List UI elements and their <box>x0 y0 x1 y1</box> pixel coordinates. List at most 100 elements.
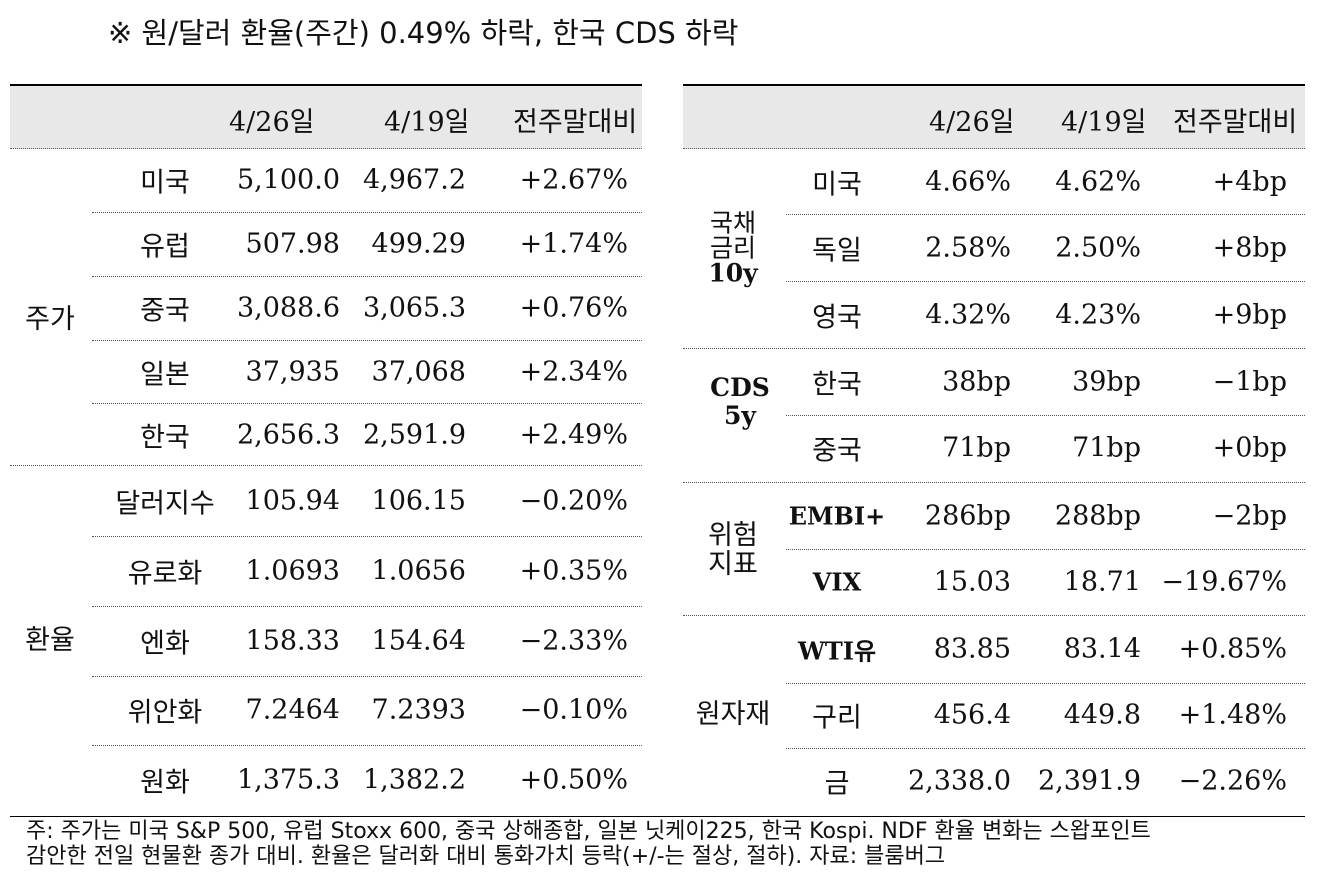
row-change: −2.26% <box>1178 765 1287 797</box>
table-top-rule <box>10 84 642 86</box>
row-value-2: 1,382.2 <box>362 764 466 796</box>
row-value-2: 3,065.3 <box>362 292 466 324</box>
table-row: 영국 4.32% 4.23% +9bp <box>683 300 1305 334</box>
group-label-risk: 위험 지표 <box>708 520 758 580</box>
table-row: 일본 37,935 37,068 +2.34% <box>10 357 642 391</box>
row-name: VIX <box>812 567 862 597</box>
row-change: +2.34% <box>519 356 628 388</box>
row-divider <box>92 606 642 607</box>
footnote: 주: 주가는 미국 S&P 500, 유럽 Stoxx 600, 중국 상해종합… <box>26 819 1316 869</box>
row-change: −0.20% <box>519 485 628 517</box>
row-value-1: 4.32% <box>925 299 1011 331</box>
table-row: 금 2,338.0 2,391.9 −2.26% <box>683 766 1305 800</box>
row-value-1: 158.33 <box>245 625 340 657</box>
group-divider <box>683 615 1305 616</box>
row-name: WTI유 <box>797 636 877 666</box>
table-row: 독일 2.58% 2.50% +8bp <box>683 233 1305 267</box>
row-change: −1bp <box>1212 366 1287 398</box>
row-value-2: 7.2393 <box>371 694 466 726</box>
row-value-2: 37,068 <box>371 356 466 388</box>
table-row: EMBI+ 286bp 288bp −2bp <box>683 501 1305 532</box>
table-row: 달러지수 105.94 106.15 −0.20% <box>10 486 642 520</box>
row-name: 미국 <box>140 167 190 199</box>
footnote-line-1: 주: 주가는 미국 S&P 500, 유럽 Stoxx 600, 중국 상해종합… <box>26 819 1151 844</box>
header-change: 전주말대비 <box>1173 107 1298 138</box>
row-value-1: 3,088.6 <box>236 292 340 324</box>
row-divider <box>786 549 1305 550</box>
row-value-2: 288bp <box>1054 500 1141 532</box>
row-name: 유럽 <box>140 231 190 263</box>
header-date2: 4/19일 <box>1061 107 1147 138</box>
row-value-2: 2.50% <box>1055 232 1141 264</box>
group-label-commodities: 원자재 <box>695 699 771 730</box>
row-change: −2bp <box>1212 500 1287 532</box>
header-change: 전주말대비 <box>513 107 638 138</box>
group-divider <box>683 482 1305 483</box>
row-name: 중국 <box>812 435 862 467</box>
table-row: WTI유 83.85 83.14 +0.85% <box>683 634 1305 666</box>
table-row: 한국 2,656.3 2,591.9 +2.49% <box>10 420 642 454</box>
row-value-2: 4.23% <box>1055 299 1141 331</box>
row-value-2: 106.15 <box>371 485 466 517</box>
row-name: 미국 <box>812 169 862 201</box>
row-value-2: 4.62% <box>1055 166 1141 198</box>
row-change: +1.74% <box>519 228 628 260</box>
row-value-1: 15.03 <box>933 566 1011 598</box>
row-change: +0bp <box>1212 432 1287 464</box>
row-value-2: 2,391.9 <box>1037 765 1141 797</box>
row-value-1: 1.0693 <box>245 555 340 587</box>
row-value-2: 2,591.9 <box>362 419 466 451</box>
row-value-2: 18.71 <box>1063 566 1141 598</box>
row-name: EMBI+ <box>788 501 886 531</box>
row-name: 금 <box>824 768 850 800</box>
table-row: 한국 38bp 39bp −1bp <box>683 367 1305 401</box>
row-divider <box>786 281 1305 282</box>
group-label-fx: 환율 <box>25 625 75 656</box>
row-value-1: 2,656.3 <box>236 419 340 451</box>
row-divider <box>786 683 1305 684</box>
table-row: 유럽 507.98 499.29 +1.74% <box>10 229 642 263</box>
group-label-cds: CDS 5y <box>710 373 770 430</box>
row-change: +9bp <box>1212 299 1287 331</box>
row-name: 한국 <box>140 422 190 454</box>
row-change: +0.76% <box>519 292 628 324</box>
header-date1: 4/26일 <box>929 107 1015 138</box>
table-row: 유로화 1.0693 1.0656 +0.35% <box>10 556 642 590</box>
row-name: 한국 <box>812 369 862 401</box>
table-row: 중국 71bp 71bp +0bp <box>683 433 1305 467</box>
left-table: 4/26일 4/19일 전주말대비 주가 환율 미국 5,100.0 4,967… <box>10 84 642 816</box>
row-name: 일본 <box>140 359 190 391</box>
row-value-2: 499.29 <box>371 228 466 260</box>
row-change: +2.67% <box>519 164 628 196</box>
row-value-2: 71bp <box>1072 432 1141 464</box>
group-divider <box>683 348 1305 349</box>
row-value-1: 5,100.0 <box>236 164 340 196</box>
header-date1: 4/26일 <box>229 107 315 138</box>
row-change: −0.10% <box>519 694 628 726</box>
row-value-1: 83.85 <box>933 633 1011 665</box>
row-value-2: 154.64 <box>371 625 466 657</box>
table-bottom-rule <box>10 816 1305 817</box>
table-row: 원화 1,375.3 1,382.2 +0.50% <box>10 765 642 799</box>
row-name: 위안화 <box>127 697 203 729</box>
row-value-1: 105.94 <box>245 485 340 517</box>
table-row: 구리 456.4 449.8 +1.48% <box>683 700 1305 734</box>
row-name: 엔화 <box>140 628 190 660</box>
right-table: 4/26일 4/19일 전주말대비 국채 금리 10y CDS 5y 위험 지표… <box>683 84 1305 816</box>
table-row: 엔화 158.33 154.64 −2.33% <box>10 626 642 660</box>
row-change: +0.35% <box>519 555 628 587</box>
table-row: 중국 3,088.6 3,065.3 +0.76% <box>10 293 642 327</box>
row-value-1: 286bp <box>924 500 1011 532</box>
row-value-1: 2.58% <box>925 232 1011 264</box>
row-divider <box>786 214 1305 215</box>
row-value-1: 7.2464 <box>245 694 340 726</box>
group-label-stocks: 주가 <box>25 304 75 335</box>
row-divider <box>92 340 642 341</box>
row-change: −19.67% <box>1161 566 1287 598</box>
row-change: +4bp <box>1212 166 1287 198</box>
row-divider <box>786 415 1305 416</box>
row-value-2: 1.0656 <box>371 555 466 587</box>
row-value-2: 83.14 <box>1063 633 1141 665</box>
row-name: 유로화 <box>127 558 203 590</box>
group-label-bonds: 국채 금리 10y <box>708 208 758 288</box>
